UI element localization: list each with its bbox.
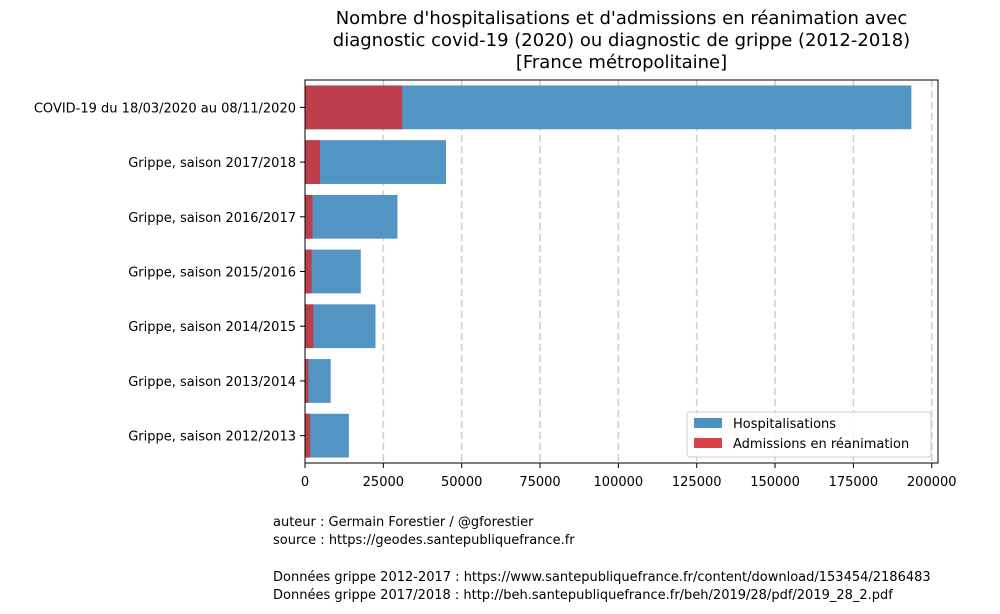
x-tick-label: 100000 (594, 475, 644, 490)
chart-title-line-1: Nombre d'hospitalisations et d'admission… (335, 8, 908, 29)
y-tick-label: Grippe, saison 2017/2018 (128, 156, 296, 171)
legend-box (686, 411, 932, 458)
legend-label-reanimation: Admissions en réanimation (733, 437, 909, 452)
y-tick-label: COVID-19 du 18/03/2020 au 08/11/2020 (34, 101, 296, 116)
bar-layer (305, 85, 912, 458)
plot-frame (304, 79, 939, 464)
bar-hospitalisations (305, 85, 912, 130)
legend-label-hospitalisations: Hospitalisations (733, 417, 836, 432)
x-tick-label: 150000 (750, 475, 800, 490)
bar-reanimation (305, 85, 403, 130)
source-note: source : https://geodes.santepubliquefra… (273, 533, 575, 548)
legend: Hospitalisations Admissions en réanimati… (686, 411, 932, 458)
x-tick-label: 0 (301, 475, 309, 490)
bar-reanimation (305, 194, 313, 239)
bar-hospitalisations (305, 140, 447, 184)
chart-title-line-3: [France métropolitaine] (515, 52, 728, 73)
y-tick-label: Grippe, saison 2012/2013 (128, 430, 296, 445)
data-note-2012-2017: Données grippe 2012-2017 : https://www.s… (273, 570, 931, 585)
y-tick-label: Grippe, saison 2014/2015 (128, 320, 296, 335)
bar-hospitalisations (305, 304, 376, 349)
legend-swatch-hospitalisations (694, 418, 722, 428)
bar-reanimation (305, 249, 312, 294)
chart-title: Nombre d'hospitalisations et d'admission… (305, 8, 938, 74)
author-note: auteur : Germain Forestier / @gforestier (273, 515, 534, 530)
x-tick-label: 75000 (519, 475, 560, 490)
bar-reanimation (305, 304, 314, 349)
x-tick-label: 200000 (907, 475, 957, 490)
bar-hospitalisations (305, 249, 361, 294)
bar-reanimation (305, 413, 311, 458)
bar-reanimation (305, 140, 321, 184)
x-tick-label: 175000 (829, 475, 879, 490)
y-tick-label: Grippe, saison 2015/2016 (128, 266, 296, 281)
legend-swatch-reanimation (694, 438, 722, 448)
y-axis: COVID-19 du 18/03/2020 au 08/11/2020 Grip… (34, 101, 305, 445)
y-tick-label: Grippe, saison 2013/2014 (128, 375, 296, 390)
data-note-2017-2018: Données grippe 2017/2018 : http://beh.sa… (273, 588, 893, 603)
x-axis: 0 25000 50000 75000 100000 125000 150000 175000… (301, 463, 957, 490)
y-tick-label: Grippe, saison 2016/2017 (128, 211, 296, 226)
bar-reanimation (305, 359, 309, 403)
chart-title-line-2: diagnostic covid-19 (2020) ou diagnostic… (332, 30, 911, 51)
bar-hospitalisations (305, 194, 398, 239)
x-tick-label: 25000 (363, 475, 404, 490)
x-tick-label: 125000 (672, 475, 722, 490)
grid-layer (382, 80, 933, 463)
footnotes: auteur : Germain Forestier / @gforestier… (273, 514, 931, 605)
bar-hospitalisations (305, 359, 331, 403)
x-tick-label: 50000 (441, 475, 482, 490)
bar-hospitalisations (305, 413, 349, 458)
